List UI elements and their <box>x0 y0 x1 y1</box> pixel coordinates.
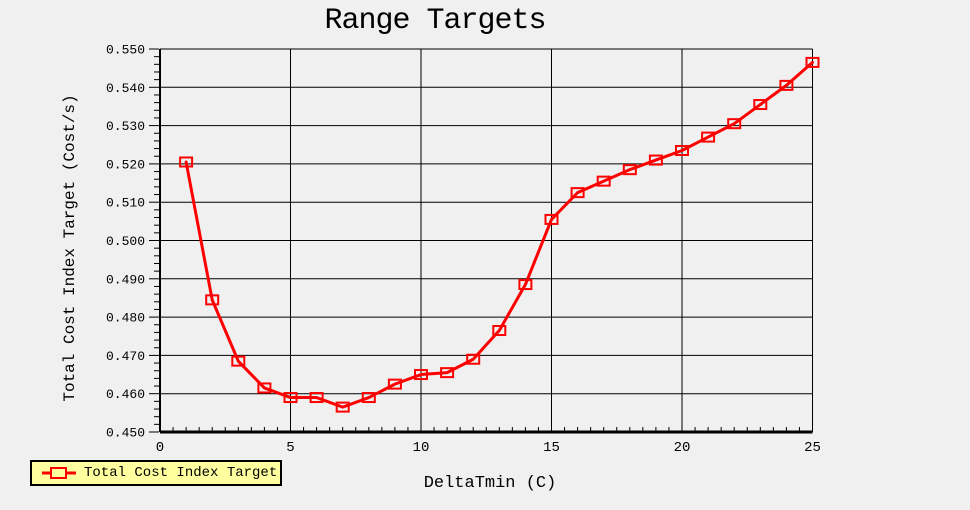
data-point-marker <box>544 213 559 225</box>
y-tick-label: 0.530 <box>106 119 145 134</box>
y-tick-label: 0.500 <box>106 234 145 249</box>
y-tick-label: 0.490 <box>106 272 145 287</box>
x-tick-label: 15 <box>543 440 560 456</box>
legend: Total Cost Index Target <box>30 460 282 486</box>
data-point-marker <box>492 325 507 337</box>
y-tick-label: 0.550 <box>106 43 145 58</box>
series-line <box>184 60 814 409</box>
data-point-marker <box>466 353 481 365</box>
data-point-marker <box>570 187 585 199</box>
chart-title: Range Targets <box>324 4 546 38</box>
data-point-marker <box>231 355 246 367</box>
x-tick-label: 25 <box>804 440 821 456</box>
x-tick-label: 0 <box>156 440 164 456</box>
data-point-marker <box>205 294 220 306</box>
data-point-marker <box>361 392 376 404</box>
data-point-marker <box>440 367 455 379</box>
y-tick-label: 0.510 <box>106 196 145 211</box>
data-point-marker <box>675 144 689 156</box>
data-point-marker <box>805 56 820 68</box>
legend-marker-icon <box>42 467 76 479</box>
data-point-marker <box>335 401 350 413</box>
data-point-marker <box>753 99 768 111</box>
data-point-marker <box>779 79 794 91</box>
y-tick-label: 0.540 <box>106 81 145 96</box>
data-point-marker <box>414 369 428 381</box>
data-point-marker <box>701 131 716 143</box>
data-point-marker <box>309 392 324 404</box>
data-point-marker <box>257 382 272 394</box>
data-point-marker <box>596 175 611 187</box>
x-axis-title: DeltaTmin (C) <box>423 474 557 493</box>
y-tick-label: 0.460 <box>106 387 145 402</box>
data-point-marker <box>648 154 663 166</box>
data-point-marker <box>518 279 533 291</box>
y-tick-label: 0.470 <box>106 349 145 364</box>
y-tick-label: 0.450 <box>106 426 145 441</box>
data-point-marker <box>387 378 402 390</box>
data-point-marker <box>622 164 637 176</box>
data-point-marker <box>283 392 298 404</box>
y-tick-label: 0.520 <box>106 157 145 172</box>
legend-series-label: Total Cost Index Target <box>84 465 278 481</box>
y-tick-label: 0.480 <box>106 311 145 326</box>
x-tick-label: 10 <box>413 440 430 456</box>
data-point-marker <box>727 118 742 130</box>
x-tick-label: 20 <box>674 440 691 456</box>
x-tick-label: 5 <box>286 440 294 456</box>
data-point-marker <box>179 156 194 168</box>
